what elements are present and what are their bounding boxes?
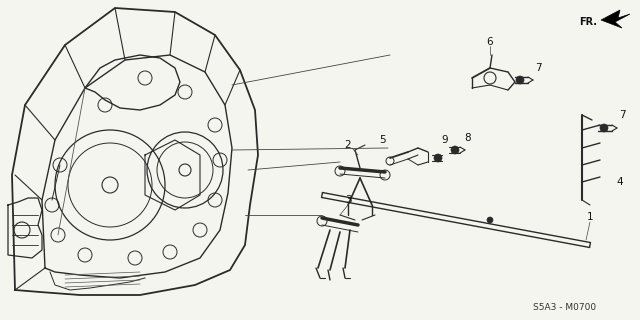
Text: 6: 6 — [486, 37, 493, 47]
Text: FR.: FR. — [579, 17, 597, 27]
Text: 7: 7 — [619, 110, 625, 120]
Text: S5A3 - M0700: S5A3 - M0700 — [533, 303, 596, 313]
Polygon shape — [601, 10, 630, 28]
Circle shape — [600, 124, 608, 132]
Circle shape — [516, 76, 524, 84]
Text: 1: 1 — [587, 212, 593, 222]
Circle shape — [434, 154, 442, 162]
Text: 5: 5 — [379, 135, 385, 145]
Text: 3: 3 — [345, 195, 351, 205]
Circle shape — [487, 217, 493, 223]
Circle shape — [451, 146, 459, 154]
Text: 4: 4 — [617, 177, 623, 187]
Text: 8: 8 — [465, 133, 471, 143]
Text: 9: 9 — [442, 135, 448, 145]
Text: 7: 7 — [534, 63, 541, 73]
Text: 2: 2 — [345, 140, 351, 150]
